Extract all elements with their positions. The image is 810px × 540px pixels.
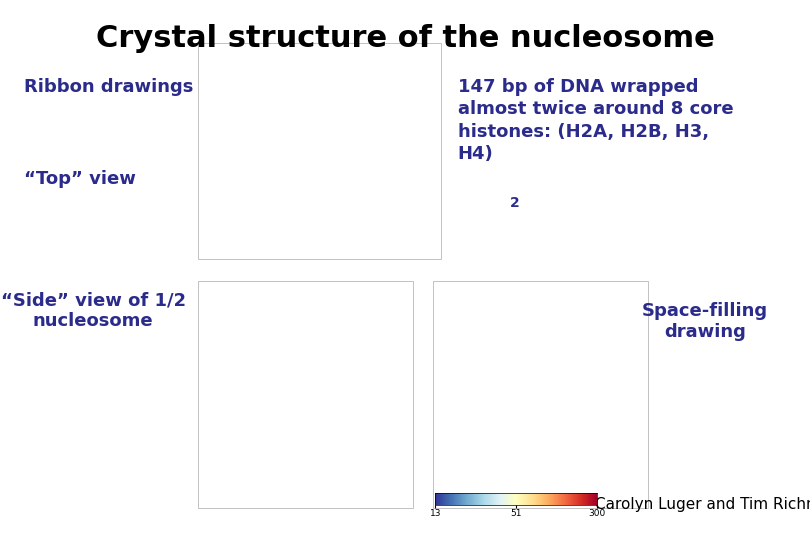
Text: “Side” view of 1/2
nucleosome: “Side” view of 1/2 nucleosome	[1, 292, 185, 330]
Text: Carolyn Luger and Tim Richmond: Carolyn Luger and Tim Richmond	[595, 497, 810, 512]
Bar	[198, 43, 441, 259]
Bar	[433, 281, 648, 508]
Text: 2: 2	[510, 196, 520, 210]
Bar	[198, 281, 413, 508]
Text: Crystal structure of the nucleosome: Crystal structure of the nucleosome	[96, 24, 714, 53]
Text: 147 bp of DNA wrapped
almost twice around 8 core
histones: (H2A, H2B, H3,
H4): 147 bp of DNA wrapped almost twice aroun…	[458, 78, 733, 163]
Text: “Top” view: “Top” view	[24, 170, 136, 188]
Text: Ribbon drawings: Ribbon drawings	[24, 78, 194, 96]
Text: Space-filling
drawing: Space-filling drawing	[642, 302, 768, 341]
